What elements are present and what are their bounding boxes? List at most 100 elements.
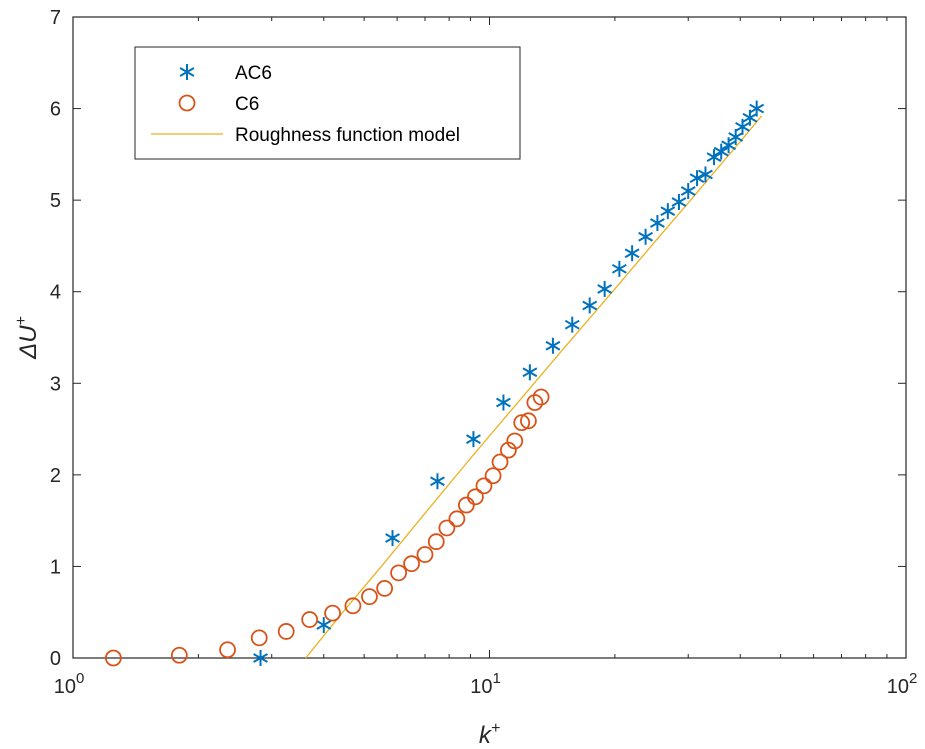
data-point-ac6: [611, 260, 627, 277]
data-point-c6: [513, 414, 531, 432]
data-point-ac6: [721, 137, 737, 154]
asterisk-stroke: [495, 397, 511, 408]
legend-items: AC6 C6 Roughness function model: [151, 63, 460, 146]
data-point-ac6: [385, 530, 400, 547]
data-point-ac6: [638, 228, 654, 245]
legend-box: [134, 46, 521, 160]
x-tick-label-base: 10: [887, 676, 909, 698]
asterisk-stroke: [713, 146, 729, 157]
x-tick-label: 101: [470, 670, 501, 698]
asterisk-stroke: [660, 206, 676, 216]
data-point-c6: [506, 432, 524, 450]
y-tick-label: 2: [50, 465, 61, 487]
asterisk-stroke: [728, 132, 744, 142]
data-point-ac6: [728, 128, 744, 145]
data-point-ac6: [495, 394, 511, 411]
data-point-ac6: [689, 170, 705, 187]
data-point-c6: [277, 623, 295, 640]
data-point-c6: [466, 488, 484, 506]
x-tick-label: 100: [54, 670, 85, 698]
asterisk-stroke: [316, 620, 332, 630]
y-tick-label: 7: [50, 7, 61, 29]
y-tick-label: 6: [50, 99, 61, 121]
data-point-c6: [344, 597, 362, 615]
data-point-ac6: [253, 650, 268, 666]
asterisk-stroke: [624, 248, 640, 259]
data-point-ac6: [713, 143, 729, 160]
asterisk-stroke: [749, 103, 765, 114]
data-point-c6: [475, 477, 493, 495]
data-point-c6: [250, 629, 268, 647]
data-point-ac6: [749, 100, 765, 117]
asterisk-stroke: [735, 122, 750, 132]
data-point-ac6: [582, 297, 598, 314]
data-point-c6: [484, 467, 502, 485]
data-point-c6: [361, 588, 378, 606]
asterisk-stroke: [638, 231, 654, 242]
data-point-ac6: [671, 193, 687, 210]
y-tick-label: 1: [50, 556, 61, 578]
asterisk-stroke: [721, 140, 737, 151]
x-axis-label: k+: [479, 720, 500, 749]
x-tick-label-exp: 0: [76, 670, 84, 687]
data-point-ac6: [522, 364, 538, 381]
y-tick-label: 3: [50, 373, 61, 395]
data-point-c6: [438, 519, 456, 537]
data-point-c6: [219, 641, 236, 659]
data-point-c6: [324, 604, 341, 622]
data-point-c6: [491, 453, 509, 471]
data-point-ac6: [316, 617, 332, 634]
asterisk-stroke: [671, 197, 687, 207]
data-point-c6: [403, 555, 420, 573]
y-tick-label: 5: [50, 190, 61, 212]
data-point-ac6: [564, 316, 580, 333]
x-tick-label-base: 10: [470, 676, 492, 698]
data-point-c6: [448, 510, 466, 528]
data-point-c6: [376, 580, 394, 597]
asterisk-stroke: [680, 186, 696, 196]
legend-label-roughness-function-model: Roughness function model: [235, 125, 460, 146]
data-point-ac6: [430, 473, 445, 490]
asterisk-stroke: [564, 319, 580, 330]
data-point-ac6: [545, 337, 561, 354]
asterisk-stroke: [522, 367, 538, 378]
legend-swatch-ac6: [179, 64, 195, 80]
asterisk-stroke: [689, 173, 705, 184]
x-tick-label: 102: [887, 670, 918, 698]
series-c6: [104, 388, 550, 667]
data-point-c6: [170, 646, 188, 664]
y-tick-label: 0: [50, 648, 61, 670]
data-series: [104, 100, 765, 667]
asterisk-stroke: [706, 152, 722, 162]
data-point-ac6: [735, 118, 750, 135]
data-point-ac6: [698, 166, 713, 183]
asterisk-stroke: [582, 300, 598, 311]
data-point-c6: [499, 441, 517, 459]
asterisk-stroke: [742, 112, 758, 123]
legend: AC6 C6 Roughness function model: [134, 46, 521, 160]
data-point-ac6: [649, 215, 665, 232]
data-point-c6: [416, 546, 434, 563]
y-axis-label-text: ΔU: [15, 325, 42, 360]
data-point-c6: [427, 533, 445, 551]
data-point-c6: [301, 611, 319, 628]
asterisk-stroke: [253, 653, 268, 663]
x-tick-label-exp: 1: [492, 670, 500, 687]
asterisk-stroke: [597, 284, 613, 294]
x-axis-label-sup: +: [491, 720, 500, 737]
asterisk-stroke: [649, 218, 665, 228]
data-point-ac6: [660, 203, 676, 220]
legend-label-c6: C6: [235, 94, 259, 115]
asterisk-stroke: [179, 67, 195, 77]
data-point-c6: [532, 388, 550, 406]
legend-swatch-c6: [178, 94, 196, 112]
asterisk-stroke: [430, 476, 445, 487]
y-axis-label-sup: +: [13, 316, 30, 325]
data-point-ac6: [680, 182, 696, 199]
data-point-c6: [390, 564, 408, 582]
asterisk-stroke: [545, 340, 561, 351]
data-point-ac6: [706, 149, 722, 166]
y-tick-label: 4: [50, 282, 61, 304]
